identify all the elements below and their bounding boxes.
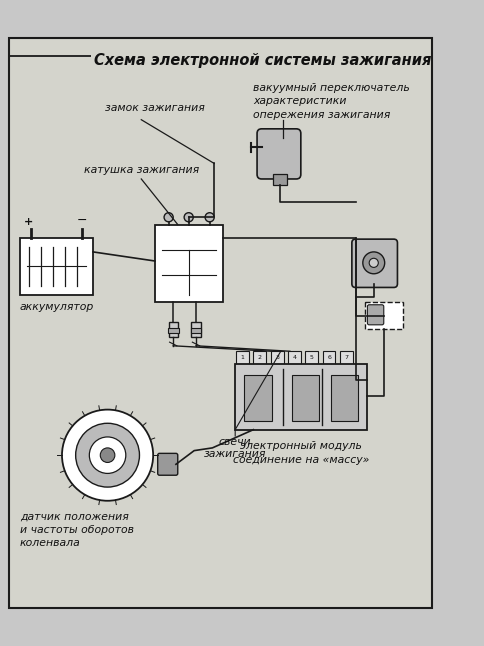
Circle shape: [90, 437, 126, 474]
Circle shape: [164, 213, 173, 222]
Bar: [168, 322, 178, 337]
Bar: [331, 375, 358, 421]
Text: −: −: [77, 214, 87, 227]
Text: электронный модуль: электронный модуль: [240, 441, 362, 451]
Bar: [288, 351, 301, 364]
FancyBboxPatch shape: [367, 305, 384, 325]
Circle shape: [184, 213, 193, 222]
Bar: [271, 351, 284, 364]
Text: 7: 7: [345, 355, 348, 360]
FancyBboxPatch shape: [257, 129, 301, 179]
Text: 3: 3: [275, 355, 279, 360]
Circle shape: [369, 258, 378, 267]
Bar: [236, 351, 249, 364]
Text: +: +: [24, 217, 33, 227]
Circle shape: [363, 252, 385, 274]
Text: 4: 4: [292, 355, 296, 360]
FancyBboxPatch shape: [352, 239, 397, 287]
Circle shape: [62, 410, 153, 501]
Text: 6: 6: [327, 355, 331, 360]
Bar: [192, 322, 200, 337]
Text: датчик положения
и частоты оборотов
коленвала: датчик положения и частоты оборотов коле…: [20, 512, 134, 548]
Bar: [244, 375, 272, 421]
Bar: [305, 351, 318, 364]
Bar: [273, 174, 287, 185]
Bar: [254, 351, 266, 364]
Text: Схема электронной системы зажигания: Схема электронной системы зажигания: [94, 53, 431, 68]
Bar: [191, 328, 201, 333]
Bar: [323, 351, 335, 364]
Text: аккумулятор: аккумулятор: [19, 302, 93, 312]
Bar: [155, 225, 223, 302]
Bar: [364, 302, 403, 329]
Text: 1: 1: [241, 355, 244, 360]
FancyBboxPatch shape: [158, 453, 178, 475]
Text: 5: 5: [310, 355, 314, 360]
Bar: [340, 351, 353, 364]
Bar: [168, 328, 179, 333]
Text: свечи
зажигания: свечи зажигания: [204, 437, 266, 459]
Circle shape: [76, 423, 139, 487]
Text: 2: 2: [258, 355, 262, 360]
Bar: [292, 375, 319, 421]
Text: соединение на «массу»: соединение на «массу»: [233, 455, 369, 465]
Text: вакуумный переключатель
характеристики
опережения зажигания: вакуумный переключатель характеристики о…: [254, 83, 410, 120]
Circle shape: [205, 213, 214, 222]
Bar: [235, 364, 367, 430]
Circle shape: [100, 448, 115, 463]
Text: катушка зажигания: катушка зажигания: [84, 165, 199, 175]
Bar: [20, 238, 93, 295]
Text: замок зажигания: замок зажигания: [105, 103, 205, 113]
